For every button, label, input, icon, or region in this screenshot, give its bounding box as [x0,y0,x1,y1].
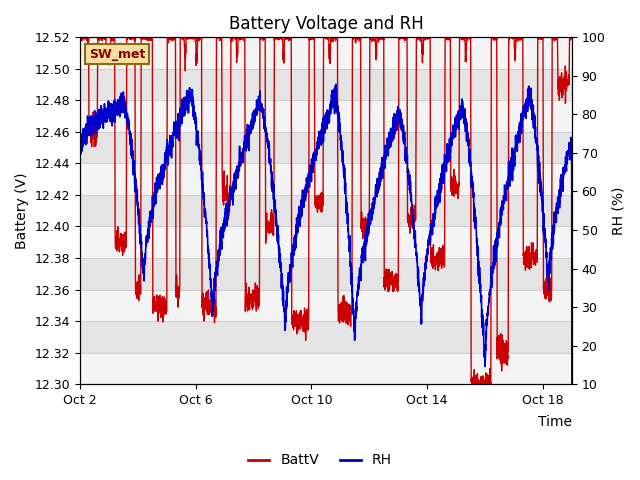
Bar [80,227,572,258]
Bar [80,195,572,227]
Bar [80,100,572,132]
Bar [80,321,572,353]
Y-axis label: RH (%): RH (%) [611,187,625,235]
Title: Battery Voltage and RH: Battery Voltage and RH [228,15,423,33]
Legend: BattV, RH: BattV, RH [243,448,397,473]
Text: Time: Time [538,415,572,429]
Bar [80,353,572,384]
Bar [80,37,572,69]
Text: SW_met: SW_met [89,48,145,61]
Bar [80,132,572,164]
Bar [80,289,572,321]
Y-axis label: Battery (V): Battery (V) [15,172,29,249]
Bar [80,164,572,195]
Bar [80,69,572,100]
Bar [80,258,572,289]
